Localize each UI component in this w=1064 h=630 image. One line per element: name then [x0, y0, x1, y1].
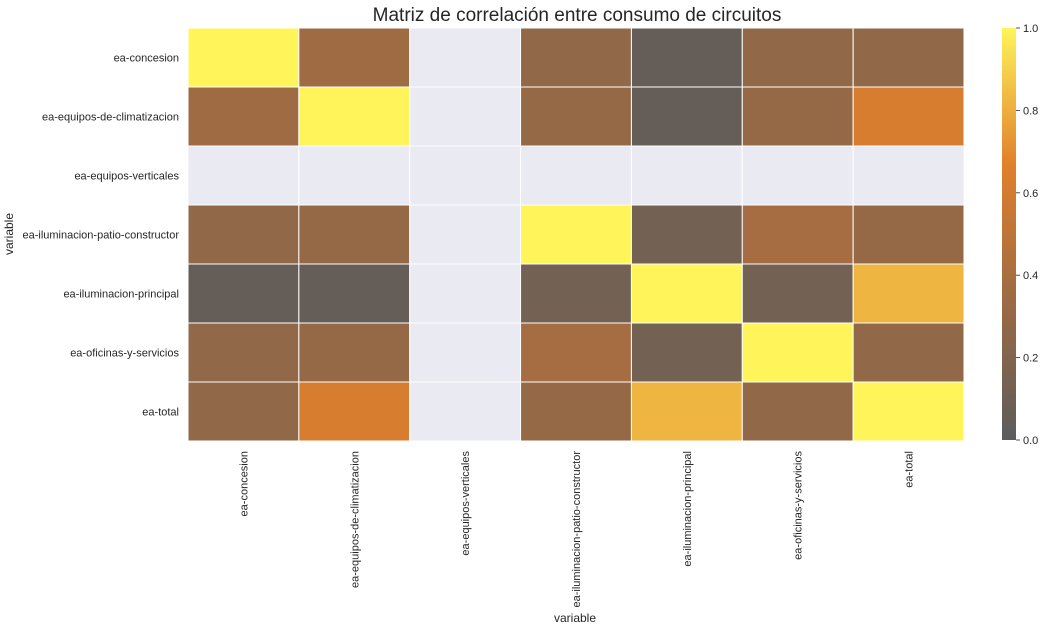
heatmap-cell: [187, 86, 300, 147]
heatmap-cell: [741, 263, 854, 324]
heatmap-cell: [520, 204, 632, 265]
heatmap-cell: [187, 381, 300, 442]
x-tick-label: ea-equipos-de-climatizacion: [349, 451, 361, 588]
heatmap-cell: [741, 27, 854, 88]
colorbar-tick-label: 0.6: [1023, 188, 1038, 200]
x-tick-label: ea-concesion: [238, 451, 250, 516]
heatmap-cell: [741, 145, 854, 206]
heatmap-cell: [630, 86, 743, 147]
chart-title: Matriz de correlación entre consumo de c…: [373, 5, 782, 26]
x-tick-label: ea-iluminacion-patio-constructor: [571, 451, 583, 608]
colorbar: [1002, 28, 1016, 440]
heatmap-cell: [630, 263, 743, 324]
x-tick-labels: ea-concesion ea-equipos-de-climatizacion e…: [238, 451, 915, 608]
heatmap-cell: [298, 86, 411, 147]
y-tick-label: ea-iluminacion-patio-constructor: [22, 230, 179, 242]
heatmap-cell: [520, 145, 632, 206]
heatmap-cells: [187, 27, 965, 442]
heatmap-cell: [741, 322, 854, 383]
heatmap-cell: [298, 263, 411, 324]
heatmap-cell: [409, 145, 522, 206]
heatmap-cell: [520, 263, 632, 324]
heatmap-cell: [298, 145, 411, 206]
heatmap-cell: [298, 27, 411, 88]
heatmap-cell: [520, 27, 632, 88]
heatmap-cell: [409, 381, 522, 442]
heatmap-cell: [409, 86, 522, 147]
heatmap-cell: [852, 381, 965, 442]
x-tick-label: ea-equipos-verticales: [460, 451, 472, 556]
heatmap-cell: [520, 86, 632, 147]
y-tick-label: ea-total: [142, 407, 179, 419]
heatmap-cell: [520, 322, 632, 383]
colorbar-tick-label: 0.4: [1023, 270, 1038, 282]
heatmap-cell: [187, 204, 300, 265]
heatmap-cell: [409, 204, 522, 265]
heatmap-cell: [852, 145, 965, 206]
heatmap-cell: [852, 263, 965, 324]
colorbar-tick-label: 0.0: [1023, 435, 1038, 447]
heatmap-cell: [630, 27, 743, 88]
x-tick-label: ea-total: [904, 451, 916, 488]
heatmap-cell: [630, 204, 743, 265]
heatmap-cell: [741, 86, 854, 147]
y-tick-label: ea-oficinas-y-servicios: [70, 348, 179, 360]
heatmap-cell: [852, 27, 965, 88]
x-axis-label: variable: [554, 611, 596, 625]
heatmap-cell: [741, 381, 854, 442]
heatmap-cell: [741, 204, 854, 265]
heatmap-cell: [298, 204, 411, 265]
y-tick-label: ea-iluminacion-principal: [63, 289, 179, 301]
heatmap-cell: [187, 263, 300, 324]
heatmap-cell: [852, 86, 965, 147]
heatmap-cell: [630, 145, 743, 206]
heatmap-cell: [520, 381, 632, 442]
heatmap-cell: [298, 322, 411, 383]
heatmap-cell: [852, 322, 965, 383]
y-tick-label: ea-concesion: [114, 53, 179, 65]
heatmap-cell: [409, 27, 522, 88]
heatmap-cell: [409, 322, 522, 383]
heatmap-cell: [409, 263, 522, 324]
colorbar-tick-label: 0.8: [1023, 105, 1038, 117]
colorbar-tick-label: 1.0: [1023, 23, 1038, 35]
heatmap-cell: [630, 381, 743, 442]
x-tick-label: ea-iluminacion-principal: [682, 451, 694, 567]
colorbar-ticks: 0.0 0.2 0.4 0.6 0.8 1.0: [1016, 23, 1038, 447]
y-tick-label: ea-equipos-verticales: [74, 171, 179, 183]
y-tick-label: ea-equipos-de-climatizacion: [42, 112, 179, 124]
heatmap-cell: [298, 381, 411, 442]
y-tick-labels: ea-concesion ea-equipos-de-climatizacion e…: [22, 53, 179, 419]
colorbar-tick-label: 0.2: [1023, 353, 1038, 365]
y-axis-label: variable: [2, 213, 16, 255]
x-tick-label: ea-oficinas-y-servicios: [793, 451, 805, 560]
heatmap-cell: [187, 27, 300, 88]
heatmap-cell: [852, 204, 965, 265]
heatmap-cell: [187, 145, 300, 206]
heatmap-cell: [187, 322, 300, 383]
heatmap-cell: [630, 322, 743, 383]
